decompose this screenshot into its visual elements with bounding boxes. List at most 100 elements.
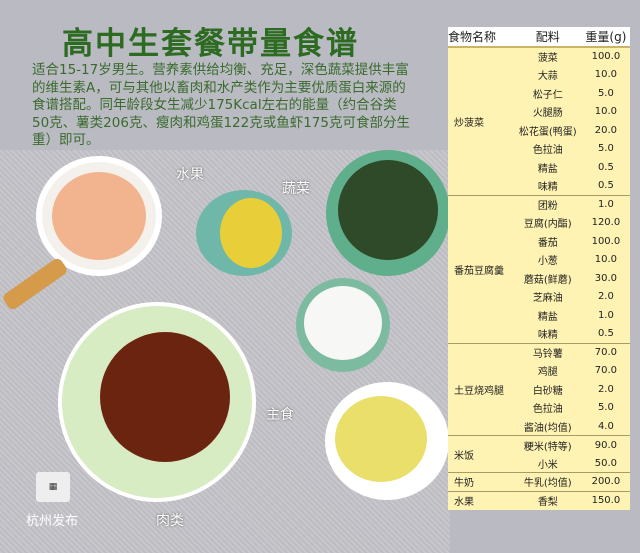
ingredient: 大蒜 [513, 65, 582, 84]
table-row: 味精 0.5 [448, 176, 630, 195]
recipe-table: 食物名称 配料 重量(g) 炒菠菜 菠菜 100.0 大蒜 10.0 松子仁 5.0 火腿肠 10.… [448, 27, 630, 510]
column-header: 配料 [513, 27, 582, 48]
ingredient: 鸡腿 [513, 361, 582, 380]
table-row: 水果 香梨 150.0 [448, 490, 630, 510]
weight: 70.0 [581, 361, 630, 380]
weight: 100.0 [581, 47, 630, 66]
weight: 0.5 [581, 176, 630, 195]
table-row: 米饭 粳米(特等) 90.0 [448, 435, 630, 473]
table-row: 蘑菇(鲜蘑) 30.0 [448, 269, 630, 288]
weight: 5.0 [581, 139, 630, 158]
ingredient: 精盐 [513, 158, 582, 177]
ingredient: 精盐 [513, 306, 582, 325]
ingredient: 菠菜 [513, 47, 582, 66]
ingredient: 火腿肠 [513, 102, 582, 121]
food-name: 米饭 [448, 435, 514, 473]
weight: 10.0 [581, 65, 630, 84]
food-name: 水果 [448, 490, 514, 510]
table-row: 精盐 0.5 [448, 158, 630, 177]
ingredient: 豆腐(内酯) [513, 213, 582, 232]
food-name: 牛奶 [448, 472, 514, 491]
label-vegetable: 蔬菜 [282, 181, 310, 197]
label-meat: 肉类 [156, 513, 184, 529]
weight: 4.0 [581, 417, 630, 436]
chicken-plate [58, 302, 256, 502]
milk-cup [296, 278, 390, 372]
column-header: 食物名称 [448, 27, 514, 48]
column-header: 重量(g) [581, 27, 630, 48]
label-staple: 主食 [266, 407, 294, 423]
weight: 2.0 [581, 380, 630, 399]
ingredient: 马铃薯 [513, 342, 582, 362]
weight: 0.5 [581, 324, 630, 343]
weight: 10.0 [581, 250, 630, 269]
table-row: 味精 0.5 [448, 324, 630, 343]
ingredient: 白砂糖 [513, 380, 582, 399]
table-row: 小米 50.0 [448, 454, 630, 473]
ingredient: 牛乳(均值) [513, 472, 582, 491]
weight: 20.0 [581, 121, 630, 140]
weight: 0.5 [581, 158, 630, 177]
table-row: 番茄豆腐羹 团粉 1.0 [448, 194, 630, 343]
table-row: 大蒜 10.0 [448, 65, 630, 84]
ingredient: 粳米(特等) [513, 435, 582, 454]
table-row: 炒菠菜 菠菜 100.0 [448, 47, 630, 195]
table-row: 牛奶 牛乳(均值) 200.0 [448, 472, 630, 491]
ingredient: 团粉 [513, 194, 582, 214]
ingredient: 小葱 [513, 250, 582, 269]
weight: 2.0 [581, 287, 630, 306]
weight: 50.0 [581, 454, 630, 473]
intro-text: 适合15-17岁男生。营养素供给均衡、充足，深色蔬菜提供丰富的维生素A，可与其他… [32, 62, 410, 148]
label-fruit: 水果 [176, 167, 204, 183]
ingredient: 松花蛋(鸭蛋) [513, 121, 582, 140]
table-row: 松子仁 5.0 [448, 84, 630, 103]
spinach-plate [326, 150, 450, 276]
table-row: 豆腐(内酯) 120.0 [448, 213, 630, 232]
food-photo: 水果 蔬菜 主食 肉类 [0, 150, 450, 553]
food-name: 炒菠菜 [448, 47, 514, 195]
weight: 70.0 [581, 342, 630, 362]
table-row: 色拉油 5.0 [448, 139, 630, 158]
table-row: 色拉油 5.0 [448, 398, 630, 417]
pear [220, 198, 282, 268]
ingredient: 小米 [513, 454, 582, 473]
ingredient: 色拉油 [513, 139, 582, 158]
food-name: 番茄豆腐羹 [448, 194, 514, 343]
logo-text: 杭州发布 [26, 514, 79, 529]
ingredient: 酱油(均值) [513, 417, 582, 436]
weight: 200.0 [581, 472, 630, 491]
table-row: 小葱 10.0 [448, 250, 630, 269]
table-row: 芝麻油 2.0 [448, 287, 630, 306]
table-row: 番茄 100.0 [448, 232, 630, 251]
rice-bowl [325, 382, 449, 500]
ingredient: 色拉油 [513, 398, 582, 417]
ingredient: 芝麻油 [513, 287, 582, 306]
ingredient: 香梨 [513, 490, 582, 510]
soup-bowl [36, 156, 162, 276]
weight: 90.0 [581, 435, 630, 454]
ingredient: 蘑菇(鲜蘑) [513, 269, 582, 288]
weight: 10.0 [581, 102, 630, 121]
pan-handle [1, 256, 69, 312]
logo-icon: ▦ [36, 472, 70, 502]
food-name: 土豆烧鸡腿 [448, 342, 514, 436]
weight: 1.0 [581, 306, 630, 325]
ingredient: 味精 [513, 324, 582, 343]
ingredient: 番茄 [513, 232, 582, 251]
weight: 150.0 [581, 490, 630, 510]
page-title: 高中生套餐带量食谱 [62, 26, 359, 62]
ingredient: 松子仁 [513, 84, 582, 103]
weight: 1.0 [581, 194, 630, 214]
table-row: 精盐 1.0 [448, 306, 630, 325]
table-row: 火腿肠 10.0 [448, 102, 630, 121]
table-row: 土豆烧鸡腿 马铃薯 70.0 [448, 342, 630, 436]
weight: 5.0 [581, 84, 630, 103]
ingredient: 味精 [513, 176, 582, 195]
weight: 120.0 [581, 213, 630, 232]
weight: 30.0 [581, 269, 630, 288]
table-row: 鸡腿 70.0 [448, 361, 630, 380]
weight: 5.0 [581, 398, 630, 417]
weight: 100.0 [581, 232, 630, 251]
table-row: 酱油(均值) 4.0 [448, 417, 630, 436]
table-row: 松花蛋(鸭蛋) 20.0 [448, 121, 630, 140]
